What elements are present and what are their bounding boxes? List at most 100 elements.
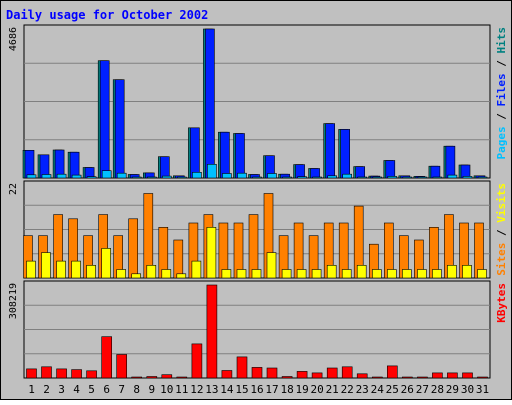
bar-pages-day-6 [101,170,112,179]
day-label-9: 9 [148,383,155,396]
bar-sites-day-6 [101,248,111,279]
bar-sites-day-3 [56,260,66,279]
bar-sites-day-31 [477,269,487,279]
bar-files-day-7 [114,79,125,179]
bar-pages-day-13 [207,164,217,179]
bar-sites-day-20 [311,269,322,279]
day-label-19: 19 [295,383,308,396]
day-label-26: 26 [401,383,414,396]
bar-kbytes-day-1 [26,368,37,379]
bar-files-day-22 [340,129,351,179]
bar-pages-day-17 [267,173,277,179]
bar-kbytes-day-27 [417,376,428,379]
bar-kbytes-day-14 [221,370,233,379]
bar-pages-day-9 [147,176,157,179]
bar-kbytes-day-30 [462,372,473,379]
bar-kbytes-day-9 [146,376,158,379]
day-label-15: 15 [235,383,248,396]
bar-sites-day-9 [146,264,157,279]
bar-sites-day-22 [341,269,352,279]
day-label-29: 29 [446,383,459,396]
bar-sites-day-27 [417,269,427,279]
day-label-4: 4 [73,383,80,396]
bar-sites-day-1 [26,260,36,279]
bar-pages-day-31 [477,176,488,179]
bar-pages-day-2 [41,174,52,179]
bar-sites-day-14 [221,269,232,279]
day-label-2: 2 [43,383,50,396]
day-label-28: 28 [431,383,444,396]
bar-files-day-1 [24,150,35,179]
bar-pages-day-29 [447,174,458,179]
legend-entry: Sites [495,243,508,276]
bar-files-day-3 [54,149,65,179]
bar-kbytes-day-11 [176,376,188,379]
day-label-8: 8 [133,383,140,396]
bar-files-day-30 [460,164,471,179]
bar-visits-day-8 [128,218,138,279]
bar-kbytes-day-17 [266,367,278,379]
bar-files-day-4 [69,151,80,179]
bar-pages-day-27 [417,176,428,179]
bar-files-day-13 [205,28,215,179]
bar-sites-day-13 [206,227,217,279]
bar-sites-day-4 [71,260,81,279]
bar-files-day-29 [445,145,456,179]
bar-files-day-10 [160,156,170,179]
bar-sites-day-25 [386,269,397,279]
day-label-13: 13 [205,383,218,396]
chart-title: Daily usage for October 2002 [6,8,208,22]
legend-entry: Pages [495,126,508,159]
bar-pages-day-1 [26,174,37,179]
legend-entry: / [495,107,508,127]
bar-sites-day-18 [281,269,292,279]
day-label-11: 11 [175,383,188,396]
bar-pages-day-24 [372,176,383,179]
bar-kbytes-day-31 [477,376,488,379]
bar-files-day-14 [220,131,230,179]
bar-pages-day-7 [116,172,127,179]
bar-files-day-20 [310,168,320,179]
bar-pages-day-21 [327,175,338,179]
panel-max-label: 4686 [8,27,19,51]
day-label-20: 20 [310,383,323,396]
day-label-21: 21 [326,383,339,396]
bar-kbytes-day-10 [161,374,173,379]
bar-sites-day-30 [462,264,472,279]
day-label-14: 14 [220,383,234,396]
bar-sites-day-11 [176,273,187,279]
legend-entry: Hits [495,27,508,54]
day-label-17: 17 [265,383,278,396]
day-label-22: 22 [341,383,354,396]
legend-entry: / [495,223,508,243]
legend-entry: KBytes [495,283,508,323]
bar-sites-day-5 [86,264,96,279]
bar-kbytes-day-19 [296,371,308,379]
panel-legend: Pages / Files / Hits [495,27,508,160]
bar-kbytes-day-6 [101,336,112,379]
day-label-16: 16 [250,383,263,396]
bar-files-day-21 [325,123,336,179]
bar-kbytes-day-28 [432,372,443,379]
bar-sites-day-12 [191,260,202,279]
day-label-31: 31 [476,383,489,396]
panel-kbytes: 308219 KBytes [8,280,508,379]
bar-kbytes-day-29 [447,372,458,379]
bar-pages-day-19 [297,176,307,179]
bar-pages-day-28 [432,176,443,179]
bar-sites-day-23 [356,264,367,279]
day-label-23: 23 [356,383,369,396]
bar-pages-day-11 [177,176,187,179]
bar-sites-day-24 [371,269,382,279]
bar-kbytes-day-18 [281,376,293,379]
bar-kbytes-day-5 [86,370,97,379]
bar-visits-day-16 [248,214,259,279]
bar-pages-day-8 [131,176,142,179]
panel-hits-files-pages: 4686 Pages / Files / Hits [8,24,508,179]
bar-sites-day-29 [447,264,457,279]
day-label-18: 18 [280,383,293,396]
day-label-7: 7 [118,383,125,396]
bar-kbytes-day-26 [401,376,413,379]
bar-files-day-15 [235,133,245,179]
